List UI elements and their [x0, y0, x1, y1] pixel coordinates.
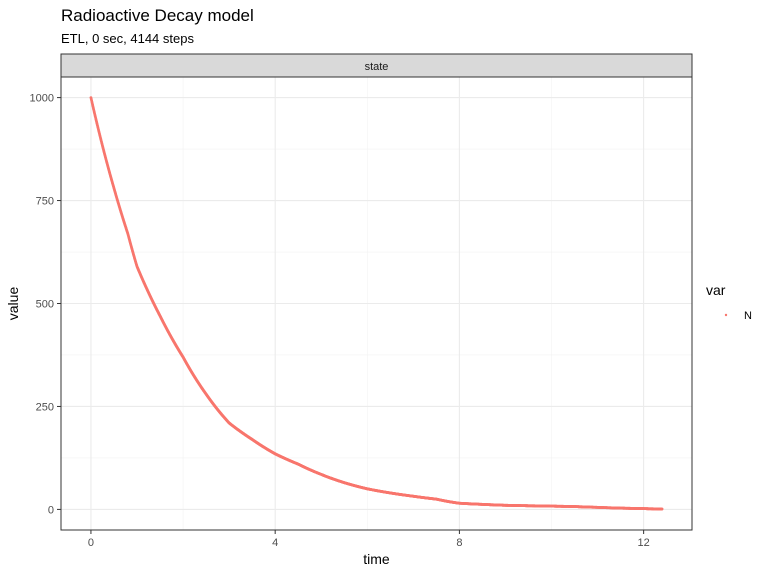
x-axis-title: time: [363, 551, 390, 567]
legend-label-n: N: [744, 310, 752, 322]
data-point: [126, 231, 129, 234]
legend: var N: [706, 282, 752, 322]
legend-key-n: [724, 313, 728, 317]
x-tick-label: 12: [638, 537, 650, 549]
chart-title: Radioactive Decay model: [61, 6, 254, 25]
x-tick-label: 4: [272, 537, 278, 549]
y-tick-label: 0: [48, 504, 54, 516]
data-points: [89, 96, 664, 511]
data-point: [660, 507, 664, 511]
x-tick-label: 8: [456, 537, 462, 549]
y-axis-title: value: [5, 287, 21, 321]
x-tick-label: 0: [88, 537, 94, 549]
y-tick-label: 750: [36, 196, 54, 208]
y-tick-label: 1000: [30, 93, 54, 105]
legend-title: var: [706, 282, 726, 298]
y-tick-label: 250: [36, 401, 54, 413]
y-axis: 0 250 500 750 1000: [30, 93, 61, 516]
x-axis: 0 4 8 12: [88, 530, 650, 549]
major-gridlines: [61, 77, 692, 530]
facet-strip-label: state: [365, 61, 389, 73]
y-tick-label: 500: [36, 299, 54, 311]
chart-subtitle: ETL, 0 sec, 4144 steps: [61, 31, 194, 46]
data-point: [112, 185, 116, 189]
